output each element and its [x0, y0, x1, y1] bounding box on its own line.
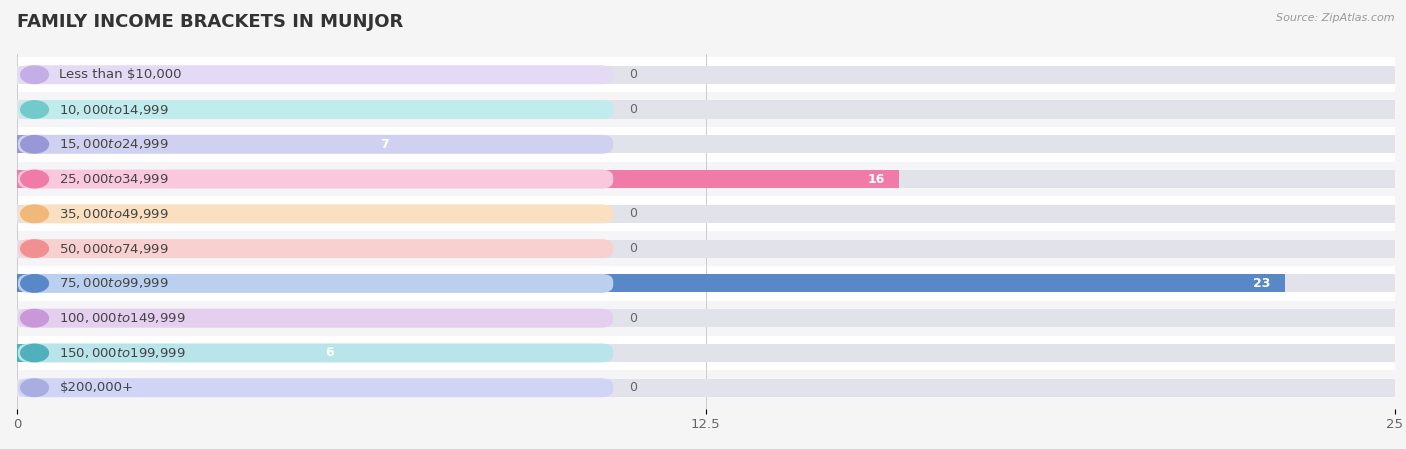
Bar — [17, 205, 1395, 223]
Bar — [17, 135, 402, 154]
Text: Less than $10,000: Less than $10,000 — [59, 68, 181, 81]
FancyBboxPatch shape — [18, 308, 613, 328]
Text: 0: 0 — [628, 381, 637, 394]
Text: 16: 16 — [868, 172, 884, 185]
FancyBboxPatch shape — [18, 378, 613, 397]
Bar — [17, 197, 1395, 231]
Bar — [17, 170, 898, 188]
FancyBboxPatch shape — [18, 135, 613, 154]
Text: FAMILY INCOME BRACKETS IN MUNJOR: FAMILY INCOME BRACKETS IN MUNJOR — [17, 13, 404, 31]
Text: $10,000 to $14,999: $10,000 to $14,999 — [59, 102, 169, 117]
Bar — [17, 66, 1395, 84]
FancyBboxPatch shape — [18, 239, 613, 258]
Bar — [17, 162, 1395, 197]
Text: 0: 0 — [628, 103, 637, 116]
Circle shape — [21, 101, 48, 118]
Bar — [17, 101, 1395, 119]
Bar — [17, 92, 1395, 127]
Bar — [17, 170, 1395, 188]
Text: 23: 23 — [1253, 277, 1271, 290]
Circle shape — [21, 66, 48, 84]
Bar — [17, 240, 1395, 258]
Text: 0: 0 — [628, 312, 637, 325]
Text: 0: 0 — [628, 68, 637, 81]
Bar — [17, 231, 1395, 266]
FancyBboxPatch shape — [18, 65, 613, 84]
Text: 0: 0 — [628, 242, 637, 255]
Bar — [17, 344, 1395, 362]
Bar — [17, 274, 1395, 292]
Text: 7: 7 — [380, 138, 389, 151]
Text: $50,000 to $74,999: $50,000 to $74,999 — [59, 242, 169, 255]
Bar — [17, 309, 1395, 327]
Text: $150,000 to $199,999: $150,000 to $199,999 — [59, 346, 186, 360]
Bar — [17, 370, 1395, 405]
Bar — [17, 57, 1395, 92]
Text: $200,000+: $200,000+ — [59, 381, 134, 394]
Bar — [17, 344, 347, 362]
Bar — [17, 135, 1395, 154]
Circle shape — [21, 205, 48, 223]
FancyBboxPatch shape — [18, 170, 613, 189]
Bar — [17, 301, 1395, 335]
Text: 6: 6 — [325, 347, 333, 360]
FancyBboxPatch shape — [18, 204, 613, 223]
Bar — [17, 379, 1395, 397]
Circle shape — [21, 240, 48, 257]
FancyBboxPatch shape — [18, 274, 613, 293]
Bar — [17, 274, 1285, 292]
Text: 0: 0 — [628, 207, 637, 220]
Text: $35,000 to $49,999: $35,000 to $49,999 — [59, 207, 169, 221]
Text: $100,000 to $149,999: $100,000 to $149,999 — [59, 311, 186, 325]
Circle shape — [21, 170, 48, 188]
Circle shape — [21, 275, 48, 292]
Circle shape — [21, 309, 48, 327]
Text: $15,000 to $24,999: $15,000 to $24,999 — [59, 137, 169, 151]
Bar — [17, 335, 1395, 370]
Circle shape — [21, 136, 48, 153]
Bar — [17, 266, 1395, 301]
FancyBboxPatch shape — [18, 343, 613, 362]
Circle shape — [21, 379, 48, 396]
Circle shape — [21, 344, 48, 362]
Text: $25,000 to $34,999: $25,000 to $34,999 — [59, 172, 169, 186]
Text: Source: ZipAtlas.com: Source: ZipAtlas.com — [1277, 13, 1395, 23]
Text: $75,000 to $99,999: $75,000 to $99,999 — [59, 277, 169, 291]
FancyBboxPatch shape — [18, 100, 613, 119]
Bar — [17, 127, 1395, 162]
